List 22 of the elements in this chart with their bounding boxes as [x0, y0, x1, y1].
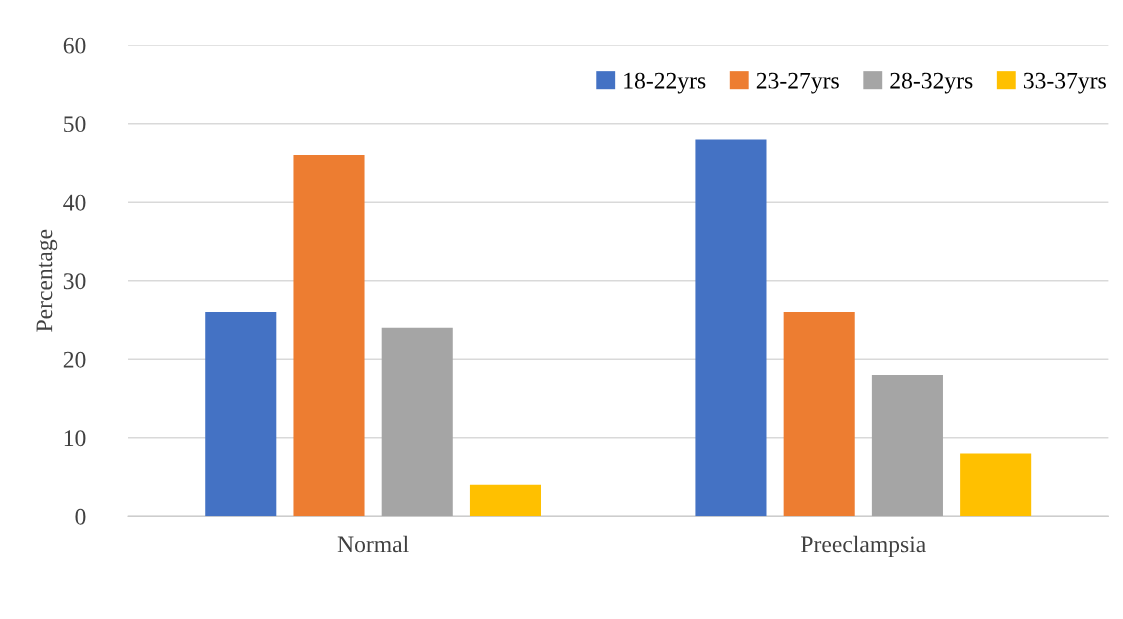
x-tick-label: Preeclampsia	[801, 535, 926, 558]
bar	[695, 139, 767, 517]
legend-label: 23-27yrs	[756, 72, 839, 94]
y-axis-title: Percentage	[36, 229, 58, 332]
legend-label: 18-22yrs	[624, 72, 706, 94]
x-tick-label: Normal	[337, 535, 409, 553]
y-tick-label: 0	[75, 508, 86, 525]
bar	[293, 155, 365, 517]
bar	[381, 327, 453, 517]
y-tick-label: 40	[63, 194, 86, 211]
bar	[871, 374, 943, 517]
y-tick-label: 50	[64, 116, 86, 133]
y-tick-label: 10	[64, 430, 86, 447]
legend-label: 28-32yrs	[890, 72, 973, 94]
y-tick-label: 30	[63, 273, 86, 290]
bar	[960, 453, 1032, 517]
bar	[783, 312, 855, 517]
bar	[205, 312, 277, 517]
y-tick-label: 20	[63, 351, 86, 368]
y-tick-label: 60	[63, 37, 86, 54]
bar	[469, 484, 542, 517]
legend-label: 33-37yrs	[1023, 72, 1106, 94]
